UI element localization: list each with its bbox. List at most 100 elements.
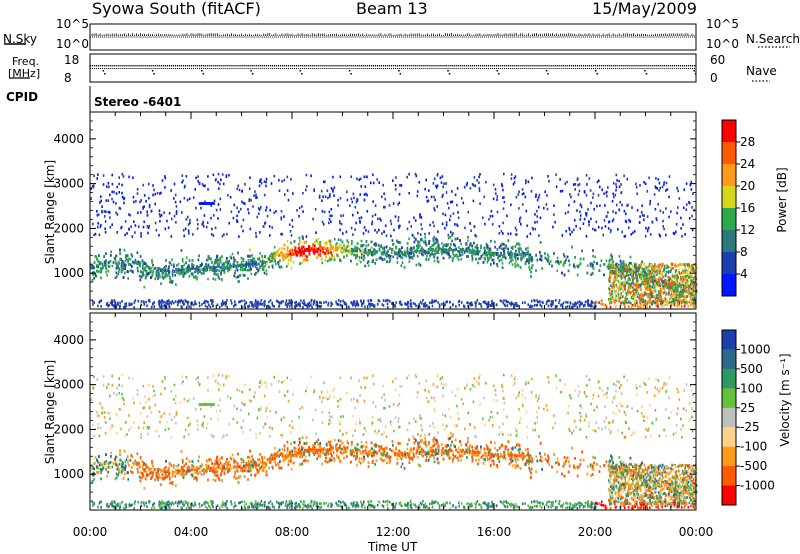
echo-cell bbox=[154, 266, 157, 270]
freq-mark bbox=[182, 65, 185, 67]
echo-cell bbox=[233, 256, 235, 260]
nsearch-mark bbox=[362, 36, 364, 38]
echo-cell bbox=[93, 277, 95, 280]
nave-mark bbox=[368, 68, 370, 69]
freq-mark bbox=[681, 65, 684, 67]
nave-mark bbox=[281, 68, 283, 69]
nsearch-mark bbox=[215, 36, 217, 38]
nsearch-mark bbox=[413, 36, 415, 38]
nave-mark bbox=[227, 68, 229, 69]
freq-mark bbox=[500, 65, 502, 67]
freq-mark bbox=[231, 65, 233, 67]
freq-dip-mark bbox=[250, 70, 252, 72]
echo-cell bbox=[333, 237, 336, 241]
nsearch-mark bbox=[176, 36, 178, 38]
freq-mark bbox=[223, 65, 225, 67]
nsearch-mark bbox=[631, 36, 633, 38]
nsearch-mark bbox=[526, 36, 528, 38]
echo-cell bbox=[648, 262, 651, 266]
echo-cell bbox=[649, 270, 651, 273]
echo-cell bbox=[568, 259, 570, 263]
echo-cell bbox=[435, 241, 437, 245]
nave-mark bbox=[546, 68, 548, 69]
nsearch-mark bbox=[328, 36, 330, 38]
nave-mark bbox=[354, 68, 356, 69]
nsearch-mark bbox=[671, 36, 673, 38]
freq-mark bbox=[667, 65, 669, 67]
echo-cell bbox=[141, 259, 144, 262]
freq-mark bbox=[298, 65, 300, 67]
nsky-tick-top: 10^5 bbox=[56, 17, 89, 31]
nsearch-mark bbox=[243, 36, 245, 38]
nave-mark bbox=[599, 68, 601, 69]
echo-cell bbox=[517, 242, 520, 245]
freq-mark bbox=[259, 65, 261, 67]
echo-cell bbox=[607, 263, 610, 266]
nave-mark bbox=[287, 68, 289, 69]
freq-mark bbox=[651, 65, 653, 67]
echo-cell bbox=[193, 276, 195, 279]
freq-mark bbox=[96, 65, 98, 67]
nave-mark bbox=[249, 68, 251, 69]
nave-mark bbox=[399, 68, 401, 69]
freq-mark bbox=[138, 65, 140, 67]
echo-cell bbox=[351, 242, 353, 246]
freq-mark bbox=[386, 65, 389, 67]
freq-dip-mark bbox=[644, 70, 646, 72]
nave-mark bbox=[498, 68, 500, 69]
echo-cell bbox=[528, 259, 530, 263]
freq-mark bbox=[120, 65, 122, 67]
nave-mark bbox=[675, 68, 677, 69]
echo-cell bbox=[383, 257, 386, 261]
freq-mark bbox=[403, 65, 405, 67]
freq-mark bbox=[479, 65, 482, 67]
nsearch-mark bbox=[572, 36, 574, 38]
nsearch-mark bbox=[467, 36, 469, 38]
echo-cell bbox=[514, 262, 516, 266]
nsearch-mark bbox=[217, 36, 219, 38]
echo-cell bbox=[263, 271, 266, 275]
echo-cell bbox=[591, 265, 594, 269]
echo-cell bbox=[578, 264, 580, 267]
echo-cell bbox=[598, 269, 601, 272]
echo-cell bbox=[364, 250, 366, 253]
echo-cell bbox=[160, 282, 162, 285]
nave-mark bbox=[477, 68, 479, 69]
nave-mark bbox=[395, 68, 397, 69]
freq-mark bbox=[168, 65, 170, 67]
nave-mark bbox=[463, 68, 465, 69]
nave-mark bbox=[520, 68, 522, 69]
nsearch-mark bbox=[592, 36, 594, 38]
nsearch-mark bbox=[203, 36, 205, 38]
nave-mark bbox=[487, 68, 489, 69]
nave-mark bbox=[643, 68, 645, 69]
nsearch-mark bbox=[102, 36, 104, 38]
nave-mark bbox=[96, 68, 98, 69]
nave-mark bbox=[597, 68, 599, 69]
freq-mark bbox=[508, 65, 510, 67]
freq-mark bbox=[629, 65, 631, 67]
echo-cell bbox=[105, 259, 107, 262]
freq-mark bbox=[407, 65, 409, 67]
echo-cell bbox=[245, 261, 248, 264]
nave-mark bbox=[132, 68, 134, 69]
freq-mark bbox=[661, 65, 663, 67]
freq-mark bbox=[595, 65, 597, 67]
freq-mark bbox=[556, 65, 558, 67]
nave-mark bbox=[550, 68, 552, 69]
nave-mark bbox=[617, 68, 619, 69]
freq-mark bbox=[273, 65, 276, 67]
nave-mark bbox=[102, 68, 104, 69]
echo-cell bbox=[531, 256, 533, 259]
echo-cell bbox=[234, 259, 237, 262]
nave-mark bbox=[148, 68, 150, 69]
nave-mark bbox=[215, 68, 217, 69]
nave-mark bbox=[693, 68, 695, 69]
echo-cell bbox=[183, 263, 186, 266]
nsearch-mark bbox=[330, 36, 332, 38]
nsearch-mark bbox=[494, 36, 495, 38]
freq-mark bbox=[205, 65, 207, 67]
nsearch-mark bbox=[689, 36, 691, 38]
nave-mark bbox=[100, 68, 102, 69]
freq-mark bbox=[415, 65, 417, 67]
